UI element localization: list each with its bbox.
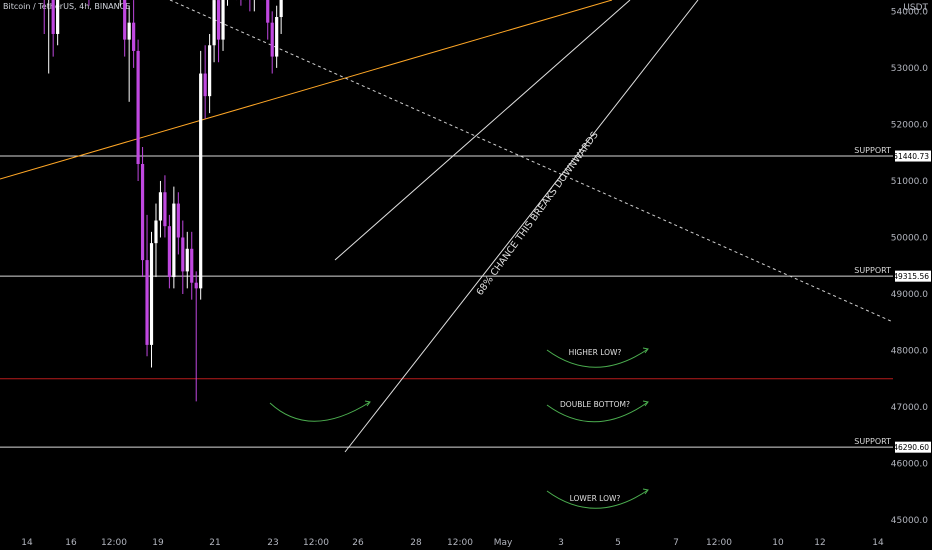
- scenario-label: LOWER LOW?: [570, 494, 621, 503]
- candle-body: [149, 243, 154, 345]
- higher-low-arc-head: [642, 347, 649, 354]
- candle-body: [190, 248, 194, 283]
- x-tick-label: 7: [673, 538, 679, 548]
- orange-trendline: [0, 0, 613, 180]
- candle-body: [216, 0, 221, 40]
- candle-body: [221, 0, 225, 40]
- channel-upper-line: [334, 0, 631, 261]
- level-price-value: 49315.56: [893, 272, 929, 281]
- scenario-label: DOUBLE BOTTOM?: [560, 400, 630, 409]
- x-tick-label: 14: [21, 538, 33, 548]
- candle-body: [270, 22, 274, 57]
- candle-body: [132, 22, 136, 51]
- candles-layer: [43, 0, 287, 402]
- x-tick-label: 3: [558, 538, 564, 548]
- y-tick-label: 48000.0: [891, 347, 928, 357]
- level-price-box: [895, 441, 931, 453]
- level-label: SUPPORT: [854, 437, 891, 446]
- level-label: SUPPORT: [854, 266, 891, 275]
- scenario-label: HIGHER LOW?: [569, 348, 622, 357]
- x-tick-label: 26: [352, 538, 364, 548]
- y-tick-label: 46000.0: [891, 460, 928, 470]
- level-price-box: [895, 150, 931, 162]
- x-tick-label: 12:00: [101, 538, 127, 548]
- candle-body: [185, 248, 189, 272]
- level-price-value: 46290.60: [893, 443, 929, 452]
- x-tick-label: 28: [410, 538, 422, 548]
- candle-body: [208, 45, 212, 97]
- candle-body: [154, 220, 158, 244]
- channel-annotation: 68% CHANCE THIS BREAKS DOWNWARDS: [475, 130, 601, 298]
- candle-body: [51, 0, 55, 34]
- x-tick-label: 21: [209, 538, 220, 548]
- level-price-value: 51440.73: [893, 152, 929, 161]
- candle-body: [127, 22, 131, 40]
- lower-low-arc: [546, 489, 649, 509]
- candle-body: [56, 0, 60, 34]
- channel-lower-line: [344, 0, 699, 453]
- higher-low-arc: [546, 348, 649, 368]
- bottom-arc: [269, 401, 371, 422]
- x-tick-label: 5: [615, 538, 621, 548]
- dashed-downtrend-line: [169, 0, 894, 323]
- y-tick-label: 51000.0: [891, 177, 928, 187]
- candle-body: [136, 50, 140, 164]
- x-tick-label: 10: [772, 538, 784, 548]
- y-tick-label: 47000.0: [891, 403, 928, 413]
- candle-body: [163, 192, 167, 227]
- candle-body: [181, 237, 185, 272]
- annotations-layer: 68% CHANCE THIS BREAKS DOWNWARDS HIGHER L…: [269, 130, 649, 509]
- candle-body: [266, 0, 270, 23]
- candle-body: [279, 0, 283, 18]
- candle-body: [158, 192, 163, 221]
- x-tick-label: 12:00: [303, 538, 329, 548]
- candle-body: [167, 226, 171, 278]
- price-axis[interactable]: USDT 45000.0 46000.0 47000.0 48000.0 49000.0 5…: [862, 0, 932, 550]
- double-bottom-arc-head: [642, 400, 649, 407]
- y-tick-label: 49000.0: [891, 290, 928, 300]
- x-tick-label: 12:00: [706, 538, 732, 548]
- candle-body: [275, 17, 279, 57]
- y-tick-label: 45000.0: [891, 516, 928, 526]
- x-tick-label: 12:00: [447, 538, 473, 548]
- level-price-box: [895, 270, 931, 282]
- trendlines-layer: [0, 0, 894, 453]
- y-tick-label: 53000.0: [891, 64, 928, 74]
- currency-label: USDT: [903, 3, 928, 13]
- candle-body: [176, 203, 180, 238]
- level-label: SUPPORT: [854, 146, 891, 155]
- x-tick-label: 14: [872, 538, 884, 548]
- candle-body: [172, 203, 176, 278]
- x-tick-label: 16: [65, 538, 77, 548]
- candle-body: [199, 73, 203, 289]
- y-tick-label: 52000.0: [891, 120, 928, 130]
- candle-body: [212, 0, 216, 46]
- x-tick-label: 19: [152, 538, 164, 548]
- chart-header-title: Bitcoin / TetherUS, 4h, BINANCE: [3, 2, 131, 11]
- candle-body: [140, 163, 145, 261]
- candle-body: [145, 260, 149, 345]
- lower-low-arc-head: [642, 488, 649, 495]
- time-axis[interactable]: 14 16 12:00 19 21 23 12:00 26 28 12:00 May 3 5 7 12:00…: [21, 538, 884, 548]
- candle-body: [194, 282, 198, 289]
- candle-body: [203, 73, 207, 97]
- x-tick-label: May: [494, 538, 513, 548]
- bottom-arc-head: [364, 400, 371, 407]
- double-bottom-arc: [546, 401, 649, 423]
- y-tick-label: 50000.0: [891, 233, 928, 243]
- levels-layer: RESISTANCERESISTANCERESISTANCESUPPORTSUP…: [0, 146, 893, 448]
- x-tick-label: 12: [814, 538, 825, 548]
- x-tick-label: 23: [267, 538, 278, 548]
- y-tick-label: 54000.0: [891, 7, 928, 17]
- candle-body: [123, 0, 127, 40]
